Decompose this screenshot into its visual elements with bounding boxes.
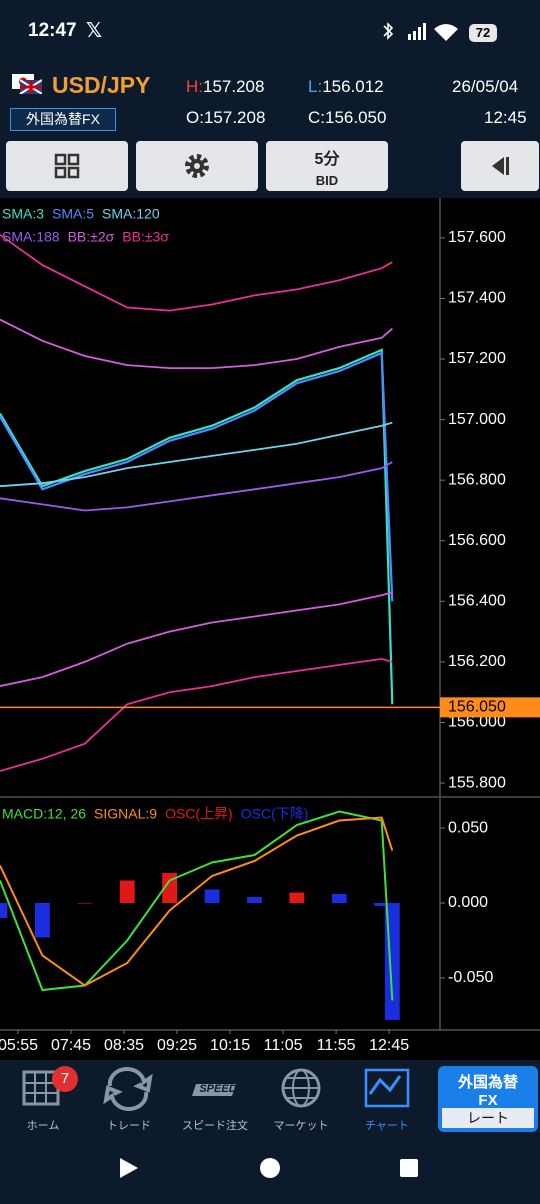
y-tick-label: 157.000: [448, 411, 506, 428]
macd-line: [0, 810, 394, 1001]
low: L:156.012: [308, 77, 384, 97]
home-badge: 7: [52, 1066, 78, 1092]
y-tick-label: 157.400: [448, 290, 506, 307]
open-label: O:: [186, 108, 204, 127]
y-tick-label: 157.600: [448, 229, 506, 246]
y-tick-label: 156.800: [448, 471, 506, 488]
close: C:156.050: [308, 108, 386, 128]
osc-bar: [247, 897, 262, 904]
collapse-icon: [492, 157, 509, 175]
status-icons: [383, 22, 458, 41]
osc-bar: [162, 873, 178, 904]
legend-entry: OSC(上昇): [165, 806, 233, 822]
battery: 72: [469, 24, 497, 42]
macd-line: [0, 816, 394, 987]
system-nav: [0, 1136, 540, 1199]
x-tick-label: 11:05: [264, 1037, 303, 1054]
y-tick-label: 157.200: [448, 350, 506, 367]
x-tick-label: 07:45: [51, 1037, 91, 1054]
status-time: 12:47: [28, 20, 77, 41]
indicator-line: [0, 591, 393, 687]
indicator-line: [0, 461, 393, 512]
y-tick-label: 155.800: [448, 774, 506, 791]
nav-chart[interactable]: チャート: [365, 1120, 409, 1132]
high-label: H:: [186, 77, 203, 96]
current-price-box: [440, 697, 540, 718]
low-label: L:: [308, 77, 323, 96]
fx-rate: レート: [442, 1108, 534, 1128]
open: O:157.208: [186, 108, 265, 128]
osc-bar: [204, 889, 220, 904]
timeframe-button[interactable]: 5分 BID: [266, 141, 388, 191]
low-value: 156.012: [322, 77, 384, 96]
close-value: 156.050: [325, 108, 387, 127]
y-tick-label: 0.000: [448, 894, 488, 911]
chart: 157.600 157.400 157.200 157.000 156.800 156.6…: [0, 198, 540, 1060]
indicator-line: [0, 421, 393, 488]
y-tick-label: 156.400: [448, 593, 506, 610]
fx-rate-button[interactable]: 外国為替 FX レート: [438, 1066, 538, 1132]
x-tick-label: 10:15: [210, 1037, 250, 1054]
date: 26/05/04: [452, 77, 519, 96]
timeframe: 5分: [314, 150, 340, 168]
osc-bar: [331, 894, 347, 904]
flag-icon: [12, 74, 42, 94]
open-value: 157.208: [203, 108, 266, 127]
fx-title: 外国為替: [457, 1074, 518, 1091]
y-tick-label: 156.000: [448, 714, 506, 731]
settings-button[interactable]: [136, 141, 258, 191]
high: H:157.208: [186, 77, 264, 97]
market-badge: 外国為替FX: [10, 108, 116, 131]
y-tick-label: 156.600: [448, 532, 506, 549]
x-tick-label: 08:35: [104, 1037, 144, 1054]
x-icon: 𝕏: [86, 20, 103, 42]
legend-entry: SMA:3: [2, 206, 44, 222]
close-label: C:: [308, 108, 325, 127]
nav-home[interactable]: ホーム: [26, 1120, 60, 1132]
symbol: USD/JPY: [52, 72, 151, 98]
osc-bar: [119, 880, 135, 904]
y-tick-label: -0.050: [448, 969, 493, 986]
gear-icon: [185, 154, 209, 178]
grid-icon: [54, 153, 80, 179]
layout-button[interactable]: [6, 141, 128, 191]
x-tick-label: 05:55: [0, 1037, 38, 1054]
legend-entry: SMA:188: [2, 229, 60, 245]
indicator-line: [0, 348, 394, 705]
high-value: 157.208: [203, 77, 265, 96]
nav-market[interactable]: マーケット: [273, 1120, 329, 1132]
y-tick-label: 156.200: [448, 653, 506, 670]
osc-bar: [77, 903, 93, 904]
time: 12:45: [484, 108, 527, 127]
nav-icons: [22, 1067, 410, 1111]
current-price-label: 156.050: [448, 699, 506, 716]
x-tick-label: 11:55: [317, 1037, 356, 1054]
indicator-line: [0, 234, 393, 312]
price-side: BID: [315, 172, 339, 188]
legend-entry: BB:±3σ: [122, 229, 169, 245]
osc-bar: [0, 903, 8, 918]
legend-entry: SMA:120: [102, 206, 160, 222]
x-tick-label: 12:45: [369, 1037, 409, 1054]
nav-speed-order[interactable]: スピード注文: [182, 1120, 248, 1132]
y-tick-label: 0.050: [448, 819, 488, 836]
fx-sub: FX: [478, 1092, 498, 1109]
nav-trade[interactable]: トレード: [107, 1120, 151, 1132]
chart-background: [0, 198, 540, 1060]
speed-icon-text: SPEED: [199, 1083, 237, 1095]
legend-entry: BB:±2σ: [68, 229, 115, 245]
legend-entry: SMA:5: [52, 206, 94, 222]
osc-bar: [374, 903, 390, 907]
collapse-button[interactable]: [461, 141, 539, 191]
osc-bar: [34, 903, 50, 938]
indicator-line: [0, 657, 393, 772]
system-nav-icons[interactable]: [0, 1136, 540, 1199]
x-tick-label: 09:25: [157, 1037, 197, 1054]
legend-entry: OSC(下降): [241, 806, 309, 822]
indicator-line: [0, 318, 393, 369]
osc-bar: [289, 892, 305, 904]
legend-entry: SIGNAL:9: [94, 806, 157, 822]
legend-entry: MACD:12, 26: [2, 806, 86, 822]
